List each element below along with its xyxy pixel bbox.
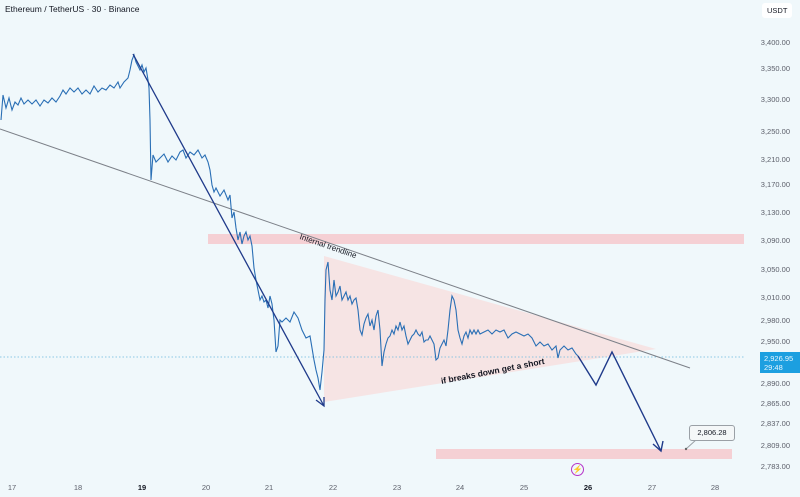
- x-tick: 19: [137, 483, 147, 492]
- y-tick: 2,980.00: [760, 316, 790, 325]
- price-chart[interactable]: [0, 0, 745, 478]
- resistance-zone[interactable]: [208, 234, 744, 244]
- target-price-callout[interactable]: 2,806.28: [689, 425, 735, 441]
- x-tick: 18: [73, 483, 83, 492]
- x-tick: 20: [201, 483, 211, 492]
- x-tick: 21: [264, 483, 274, 492]
- time-axis[interactable]: 17 18 19 20 21 22 23 24 25 26 27 28: [0, 478, 745, 497]
- current-price-tag: 2,926.95 29:48: [760, 352, 800, 373]
- y-tick: 2,809.00: [760, 441, 790, 450]
- internal-trendline[interactable]: [0, 128, 691, 369]
- currency-label[interactable]: USDT: [762, 3, 793, 18]
- x-tick: 27: [647, 483, 657, 492]
- callout-anchor: [684, 447, 688, 451]
- y-tick: 3,350.00: [760, 64, 790, 73]
- current-price-value: 2,926.95: [764, 354, 794, 363]
- y-tick: 2,783.00: [760, 462, 790, 471]
- y-tick: 3,050.00: [760, 265, 790, 274]
- y-tick: 3,400.00: [760, 38, 790, 47]
- y-tick: 3,090.00: [760, 236, 790, 245]
- y-tick: 3,300.00: [760, 95, 790, 104]
- price-axis[interactable]: USDT 3,400.00 3,350.00 3,300.00 3,250.00…: [745, 0, 800, 497]
- x-tick: 26: [583, 483, 593, 492]
- lightning-event-icon[interactable]: ⚡: [571, 463, 584, 476]
- y-tick: 2,837.00: [760, 419, 790, 428]
- y-tick: 3,010.00: [760, 293, 790, 302]
- y-tick: 3,210.00: [760, 155, 790, 164]
- arrow-head-1: [315, 397, 325, 408]
- chart-title: Ethereum / TetherUS · 30 · Binance: [5, 4, 140, 14]
- support-zone[interactable]: [436, 449, 732, 459]
- price-series: [0, 53, 579, 391]
- y-tick: 2,865.00: [760, 399, 790, 408]
- arrow-head-2: [652, 440, 664, 453]
- y-tick: 3,130.00: [760, 208, 790, 217]
- x-tick: 25: [519, 483, 529, 492]
- triangle-pattern[interactable]: [324, 256, 656, 402]
- x-tick: 17: [7, 483, 17, 492]
- x-tick: 24: [455, 483, 465, 492]
- down-drawing-line[interactable]: [132, 53, 325, 407]
- x-tick: 22: [328, 483, 338, 492]
- projected-path[interactable]: [577, 350, 662, 452]
- x-tick: 23: [392, 483, 402, 492]
- candle-countdown: 29:48: [764, 363, 783, 372]
- y-tick: 2,950.00: [760, 337, 790, 346]
- y-tick: 2,890.00: [760, 379, 790, 388]
- y-tick: 3,250.00: [760, 127, 790, 136]
- y-tick: 3,170.00: [760, 180, 790, 189]
- x-tick: 28: [710, 483, 720, 492]
